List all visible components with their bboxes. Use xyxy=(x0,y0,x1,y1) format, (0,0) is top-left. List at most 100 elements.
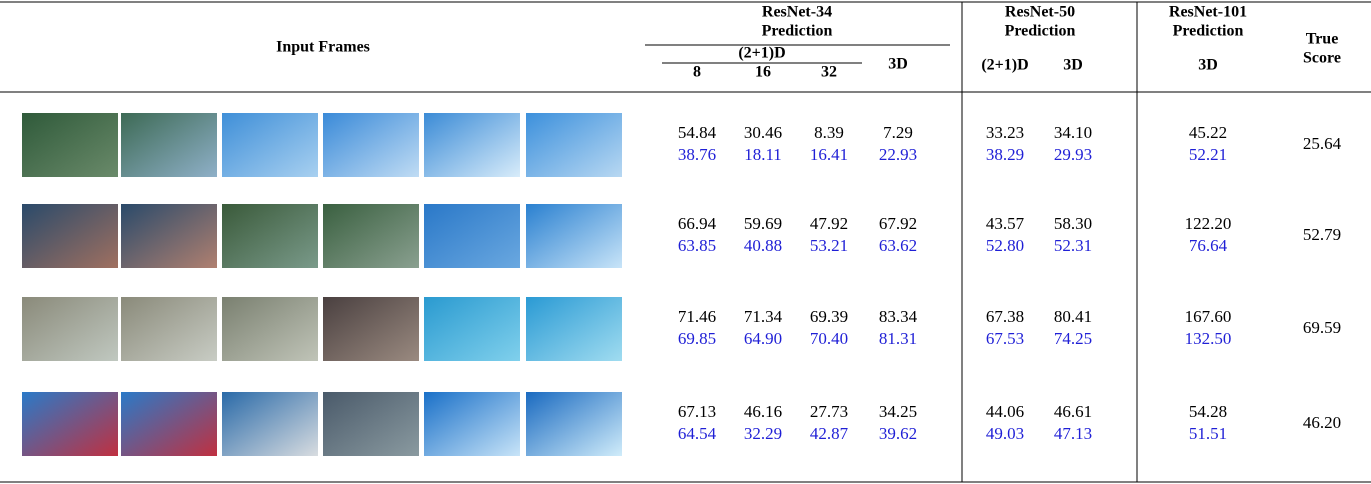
video-frame xyxy=(424,297,520,361)
prediction: 46.16 xyxy=(744,402,782,421)
video-frame xyxy=(121,297,217,361)
prediction: 67.92 xyxy=(879,214,917,233)
prediction: 80.41 xyxy=(1054,307,1092,326)
prediction-alt: 22.93 xyxy=(879,145,917,164)
prediction: 54.28 xyxy=(1189,402,1227,421)
video-frame xyxy=(424,113,520,177)
header: Score xyxy=(1303,50,1341,67)
prediction: 54.84 xyxy=(678,123,717,142)
video-frame xyxy=(526,204,622,268)
true-score: 52.79 xyxy=(1303,225,1341,244)
prediction: 71.46 xyxy=(678,307,716,326)
prediction-alt: 81.31 xyxy=(879,329,917,348)
prediction: 69.39 xyxy=(810,307,848,326)
prediction: 33.23 xyxy=(986,123,1024,142)
prediction-alt: 63.85 xyxy=(678,236,716,255)
prediction: 167.60 xyxy=(1185,307,1232,326)
true-score: 69.59 xyxy=(1303,318,1341,337)
prediction: 34.10 xyxy=(1054,123,1092,142)
video-frame xyxy=(323,204,419,268)
header: 3D xyxy=(1198,57,1218,74)
prediction-alt: 64.54 xyxy=(678,424,717,443)
prediction-alt: 69.85 xyxy=(678,329,716,348)
video-frame xyxy=(323,113,419,177)
video-frame xyxy=(526,113,622,177)
prediction-alt: 16.41 xyxy=(810,145,848,164)
header: (2+1)D xyxy=(981,57,1028,74)
prediction-alt: 63.62 xyxy=(879,236,917,255)
prediction: 30.46 xyxy=(744,123,782,142)
prediction-alt: 47.13 xyxy=(1054,424,1092,443)
header: Input Frames xyxy=(276,39,370,56)
prediction: 122.20 xyxy=(1185,214,1232,233)
video-frame xyxy=(526,297,622,361)
prediction-alt: 70.40 xyxy=(810,329,848,348)
prediction: 66.94 xyxy=(678,214,717,233)
video-frame xyxy=(424,204,520,268)
prediction: 83.34 xyxy=(879,307,918,326)
header: ResNet-101 xyxy=(1169,4,1247,21)
header: Prediction xyxy=(762,23,833,40)
prediction-alt: 18.11 xyxy=(744,145,782,164)
video-frame xyxy=(121,204,217,268)
header: 8 xyxy=(693,64,701,81)
prediction-alt: 32.29 xyxy=(744,424,782,443)
video-frame xyxy=(222,113,318,177)
prediction: 58.30 xyxy=(1054,214,1092,233)
true-score: 25.64 xyxy=(1303,134,1342,153)
prediction: 45.22 xyxy=(1189,123,1227,142)
video-frame xyxy=(121,392,217,456)
prediction-alt: 132.50 xyxy=(1185,329,1232,348)
prediction: 44.06 xyxy=(986,402,1024,421)
header: 3D xyxy=(888,56,908,73)
video-frame xyxy=(22,113,118,177)
prediction-alt: 40.88 xyxy=(744,236,782,255)
prediction-alt: 64.90 xyxy=(744,329,782,348)
prediction-alt: 74.25 xyxy=(1054,329,1092,348)
prediction: 47.92 xyxy=(810,214,848,233)
video-frame xyxy=(323,392,419,456)
video-frame xyxy=(222,297,318,361)
prediction: 7.29 xyxy=(883,123,913,142)
header: True xyxy=(1306,31,1339,48)
header: 16 xyxy=(755,64,771,81)
prediction-alt: 39.62 xyxy=(879,424,917,443)
header: 3D xyxy=(1063,57,1083,74)
prediction-alt: 42.87 xyxy=(810,424,849,443)
prediction: 67.13 xyxy=(678,402,716,421)
video-frame xyxy=(424,392,520,456)
prediction: 59.69 xyxy=(744,214,782,233)
prediction: 71.34 xyxy=(744,307,783,326)
prediction-alt: 49.03 xyxy=(986,424,1024,443)
prediction: 67.38 xyxy=(986,307,1024,326)
prediction: 34.25 xyxy=(879,402,917,421)
header: Prediction xyxy=(1173,23,1244,40)
prediction-alt: 67.53 xyxy=(986,329,1024,348)
prediction-alt: 51.51 xyxy=(1189,424,1227,443)
prediction: 46.61 xyxy=(1054,402,1092,421)
video-frame xyxy=(22,392,118,456)
header: Prediction xyxy=(1005,23,1076,40)
true-score: 46.20 xyxy=(1303,413,1341,432)
header: ResNet-50 xyxy=(1005,4,1075,21)
header: ResNet-34 xyxy=(762,4,832,21)
prediction-alt: 52.21 xyxy=(1189,145,1227,164)
prediction-alt: 38.76 xyxy=(678,145,716,164)
video-frame xyxy=(22,204,118,268)
video-frame xyxy=(526,392,622,456)
header: (2+1)D xyxy=(738,45,785,62)
prediction-alt: 53.21 xyxy=(810,236,848,255)
video-frame xyxy=(121,113,217,177)
video-frame xyxy=(22,297,118,361)
prediction: 8.39 xyxy=(814,123,844,142)
video-frame xyxy=(222,392,318,456)
prediction-alt: 29.93 xyxy=(1054,145,1092,164)
prediction: 27.73 xyxy=(810,402,848,421)
prediction-alt: 52.31 xyxy=(1054,236,1092,255)
prediction-alt: 38.29 xyxy=(986,145,1024,164)
prediction-alt: 76.64 xyxy=(1189,236,1228,255)
header: 32 xyxy=(821,64,837,81)
prediction-alt: 52.80 xyxy=(986,236,1024,255)
prediction: 43.57 xyxy=(986,214,1025,233)
